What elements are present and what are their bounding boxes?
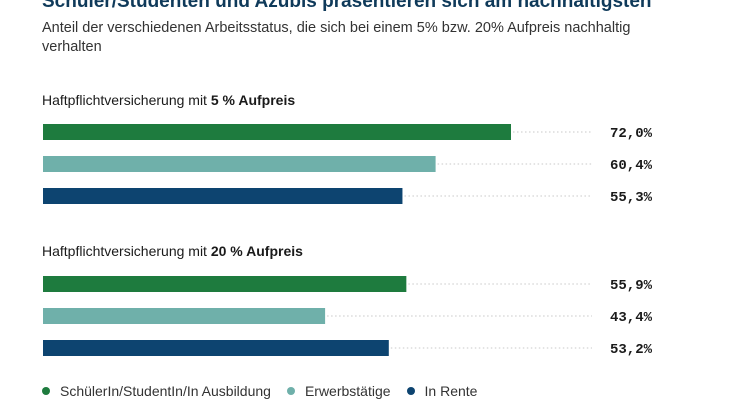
bar-erwerb-group-2	[43, 308, 326, 324]
legend-label-erwerb: Erwerbstätige	[304, 383, 391, 399]
group-label-20: Haftpflichtversicherung mit 20 % Aufprei…	[42, 243, 303, 259]
bar-schueler-group-2	[43, 276, 407, 292]
group-label-20-bold: 20 % Aufpreis	[210, 243, 303, 259]
legend: SchülerIn/StudentIn/In Ausbildung Erwerb…	[42, 383, 493, 399]
bar-rente-group-2	[43, 340, 389, 356]
group-label-5-prefix: Haftpflichtversicherung mit	[42, 92, 211, 108]
legend-label-rente: In Rente	[424, 383, 478, 399]
legend-dot-erwerb	[286, 387, 295, 395]
legend-item-erwerb: Erwerbstätige	[286, 383, 391, 399]
value-label-rente-group-1: 55,3%	[610, 190, 653, 206]
group-label-20-prefix: Haftpflichtversicherung mit	[42, 243, 211, 259]
bar-erwerb-group-1	[43, 156, 436, 172]
legend-label-schueler: SchülerIn/StudentIn/In Ausbildung	[60, 383, 271, 399]
bar-schueler-group-1	[43, 124, 511, 140]
value-label-rente-group-2: 53,2%	[610, 342, 653, 358]
value-label-schueler-group-2: 55,9%	[610, 278, 653, 294]
group-label-5: Haftpflichtversicherung mit 5 % Aufpreis	[42, 92, 295, 108]
legend-dot-schueler	[42, 387, 50, 395]
legend-item-rente: In Rente	[406, 383, 478, 399]
value-label-erwerb-group-2: 43,4%	[610, 310, 653, 326]
legend-dot-rente	[406, 387, 415, 395]
chart-subtitle: Anteil der verschiedenen Arbeitsstatus, …	[42, 20, 631, 55]
value-label-erwerb-group-1: 60,4%	[610, 158, 653, 174]
bar-rente-group-1	[43, 188, 403, 204]
value-label-schueler-group-1: 72,0%	[610, 126, 653, 142]
group-label-5-bold: 5 % Aufpreis	[210, 92, 296, 108]
legend-item-schueler: SchülerIn/StudentIn/In Ausbildung	[42, 383, 271, 399]
chart-title: Schüler/Studenten und Azubis präsentiere…	[42, 0, 652, 12]
